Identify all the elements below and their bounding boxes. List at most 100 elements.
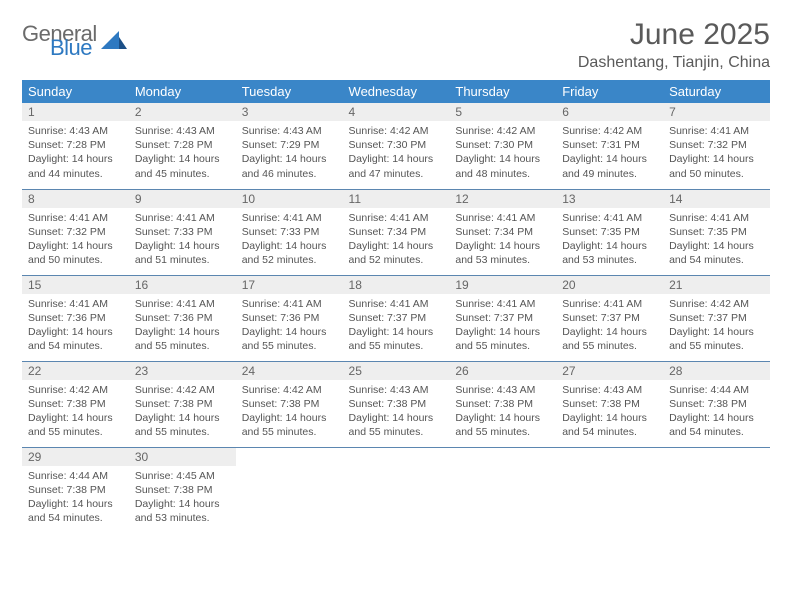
- day-cell: 20Sunrise: 4:41 AMSunset: 7:37 PMDayligh…: [556, 275, 663, 361]
- day-content: Sunrise: 4:42 AMSunset: 7:38 PMDaylight:…: [236, 380, 343, 446]
- daylight-line: Daylight: 14 hours and 54 minutes.: [562, 411, 657, 439]
- daylight-line: Daylight: 14 hours and 45 minutes.: [135, 152, 230, 180]
- sunset-line: Sunset: 7:36 PM: [135, 311, 230, 325]
- daylight-line: Daylight: 14 hours and 55 minutes.: [135, 325, 230, 353]
- day-number: 22: [22, 362, 129, 380]
- sunset-line: Sunset: 7:32 PM: [28, 225, 123, 239]
- week-row: 8Sunrise: 4:41 AMSunset: 7:32 PMDaylight…: [22, 189, 770, 275]
- daylight-line: Daylight: 14 hours and 52 minutes.: [242, 239, 337, 267]
- day-cell: 13Sunrise: 4:41 AMSunset: 7:35 PMDayligh…: [556, 189, 663, 275]
- day-cell: 22Sunrise: 4:42 AMSunset: 7:38 PMDayligh…: [22, 361, 129, 447]
- day-cell: 23Sunrise: 4:42 AMSunset: 7:38 PMDayligh…: [129, 361, 236, 447]
- sunrise-line: Sunrise: 4:43 AM: [242, 124, 337, 138]
- day-cell: [556, 447, 663, 533]
- day-content: Sunrise: 4:42 AMSunset: 7:30 PMDaylight:…: [449, 121, 556, 187]
- sunrise-line: Sunrise: 4:41 AM: [28, 297, 123, 311]
- day-content: Sunrise: 4:41 AMSunset: 7:32 PMDaylight:…: [22, 208, 129, 274]
- day-number: 9: [129, 190, 236, 208]
- daylight-line: Daylight: 14 hours and 54 minutes.: [669, 411, 764, 439]
- day-number: 1: [22, 103, 129, 121]
- day-content: Sunrise: 4:42 AMSunset: 7:38 PMDaylight:…: [129, 380, 236, 446]
- sunset-line: Sunset: 7:37 PM: [562, 311, 657, 325]
- daylight-line: Daylight: 14 hours and 51 minutes.: [135, 239, 230, 267]
- daylight-line: Daylight: 14 hours and 55 minutes.: [135, 411, 230, 439]
- day-cell: 18Sunrise: 4:41 AMSunset: 7:37 PMDayligh…: [343, 275, 450, 361]
- sunset-line: Sunset: 7:31 PM: [562, 138, 657, 152]
- sunrise-line: Sunrise: 4:41 AM: [455, 211, 550, 225]
- day-number: 6: [556, 103, 663, 121]
- sunrise-line: Sunrise: 4:42 AM: [242, 383, 337, 397]
- day-cell: 9Sunrise: 4:41 AMSunset: 7:33 PMDaylight…: [129, 189, 236, 275]
- dow-sunday: Sunday: [22, 80, 129, 103]
- day-number: 24: [236, 362, 343, 380]
- day-content: Sunrise: 4:44 AMSunset: 7:38 PMDaylight:…: [22, 466, 129, 532]
- sunrise-line: Sunrise: 4:41 AM: [349, 297, 444, 311]
- sunset-line: Sunset: 7:38 PM: [349, 397, 444, 411]
- daylight-line: Daylight: 14 hours and 50 minutes.: [28, 239, 123, 267]
- day-content: Sunrise: 4:41 AMSunset: 7:35 PMDaylight:…: [556, 208, 663, 274]
- day-content: Sunrise: 4:41 AMSunset: 7:34 PMDaylight:…: [449, 208, 556, 274]
- day-number: 30: [129, 448, 236, 466]
- day-content: Sunrise: 4:44 AMSunset: 7:38 PMDaylight:…: [663, 380, 770, 446]
- day-content: Sunrise: 4:41 AMSunset: 7:37 PMDaylight:…: [556, 294, 663, 360]
- sunrise-line: Sunrise: 4:41 AM: [28, 211, 123, 225]
- logo: General Blue: [22, 24, 127, 58]
- dow-row: Sunday Monday Tuesday Wednesday Thursday…: [22, 80, 770, 103]
- day-content: Sunrise: 4:45 AMSunset: 7:38 PMDaylight:…: [129, 466, 236, 532]
- day-content: Sunrise: 4:41 AMSunset: 7:33 PMDaylight:…: [236, 208, 343, 274]
- daylight-line: Daylight: 14 hours and 47 minutes.: [349, 152, 444, 180]
- day-number: 19: [449, 276, 556, 294]
- sunset-line: Sunset: 7:30 PM: [349, 138, 444, 152]
- sunset-line: Sunset: 7:28 PM: [28, 138, 123, 152]
- day-cell: 5Sunrise: 4:42 AMSunset: 7:30 PMDaylight…: [449, 103, 556, 189]
- day-number: 21: [663, 276, 770, 294]
- day-cell: 6Sunrise: 4:42 AMSunset: 7:31 PMDaylight…: [556, 103, 663, 189]
- day-number: 4: [343, 103, 450, 121]
- day-content: Sunrise: 4:43 AMSunset: 7:29 PMDaylight:…: [236, 121, 343, 187]
- sunrise-line: Sunrise: 4:41 AM: [455, 297, 550, 311]
- day-cell: 7Sunrise: 4:41 AMSunset: 7:32 PMDaylight…: [663, 103, 770, 189]
- day-cell: 30Sunrise: 4:45 AMSunset: 7:38 PMDayligh…: [129, 447, 236, 533]
- day-cell: 2Sunrise: 4:43 AMSunset: 7:28 PMDaylight…: [129, 103, 236, 189]
- day-content: Sunrise: 4:41 AMSunset: 7:37 PMDaylight:…: [343, 294, 450, 360]
- sunrise-line: Sunrise: 4:44 AM: [28, 469, 123, 483]
- day-cell: 4Sunrise: 4:42 AMSunset: 7:30 PMDaylight…: [343, 103, 450, 189]
- day-content: Sunrise: 4:42 AMSunset: 7:30 PMDaylight:…: [343, 121, 450, 187]
- calendar-table: Sunday Monday Tuesday Wednesday Thursday…: [22, 80, 770, 533]
- sunrise-line: Sunrise: 4:41 AM: [135, 211, 230, 225]
- day-number: 25: [343, 362, 450, 380]
- dow-monday: Monday: [129, 80, 236, 103]
- day-cell: 29Sunrise: 4:44 AMSunset: 7:38 PMDayligh…: [22, 447, 129, 533]
- week-row: 1Sunrise: 4:43 AMSunset: 7:28 PMDaylight…: [22, 103, 770, 189]
- sunrise-line: Sunrise: 4:43 AM: [562, 383, 657, 397]
- week-row: 15Sunrise: 4:41 AMSunset: 7:36 PMDayligh…: [22, 275, 770, 361]
- day-number: 18: [343, 276, 450, 294]
- logo-text-blue: Blue: [50, 38, 97, 58]
- day-content: Sunrise: 4:41 AMSunset: 7:36 PMDaylight:…: [22, 294, 129, 360]
- day-cell: [663, 447, 770, 533]
- sunset-line: Sunset: 7:38 PM: [669, 397, 764, 411]
- day-cell: 8Sunrise: 4:41 AMSunset: 7:32 PMDaylight…: [22, 189, 129, 275]
- sunrise-line: Sunrise: 4:41 AM: [669, 124, 764, 138]
- sunrise-line: Sunrise: 4:42 AM: [669, 297, 764, 311]
- day-cell: 17Sunrise: 4:41 AMSunset: 7:36 PMDayligh…: [236, 275, 343, 361]
- sunset-line: Sunset: 7:35 PM: [669, 225, 764, 239]
- day-number: 2: [129, 103, 236, 121]
- sunset-line: Sunset: 7:38 PM: [562, 397, 657, 411]
- week-row: 22Sunrise: 4:42 AMSunset: 7:38 PMDayligh…: [22, 361, 770, 447]
- day-content: Sunrise: 4:43 AMSunset: 7:28 PMDaylight:…: [129, 121, 236, 187]
- day-cell: 21Sunrise: 4:42 AMSunset: 7:37 PMDayligh…: [663, 275, 770, 361]
- sunset-line: Sunset: 7:37 PM: [455, 311, 550, 325]
- day-number: 11: [343, 190, 450, 208]
- day-cell: 28Sunrise: 4:44 AMSunset: 7:38 PMDayligh…: [663, 361, 770, 447]
- sunset-line: Sunset: 7:38 PM: [28, 397, 123, 411]
- sunset-line: Sunset: 7:38 PM: [135, 483, 230, 497]
- sunset-line: Sunset: 7:37 PM: [669, 311, 764, 325]
- daylight-line: Daylight: 14 hours and 54 minutes.: [28, 325, 123, 353]
- sunset-line: Sunset: 7:30 PM: [455, 138, 550, 152]
- day-cell: [236, 447, 343, 533]
- sunset-line: Sunset: 7:35 PM: [562, 225, 657, 239]
- day-cell: 15Sunrise: 4:41 AMSunset: 7:36 PMDayligh…: [22, 275, 129, 361]
- day-number: 15: [22, 276, 129, 294]
- daylight-line: Daylight: 14 hours and 50 minutes.: [669, 152, 764, 180]
